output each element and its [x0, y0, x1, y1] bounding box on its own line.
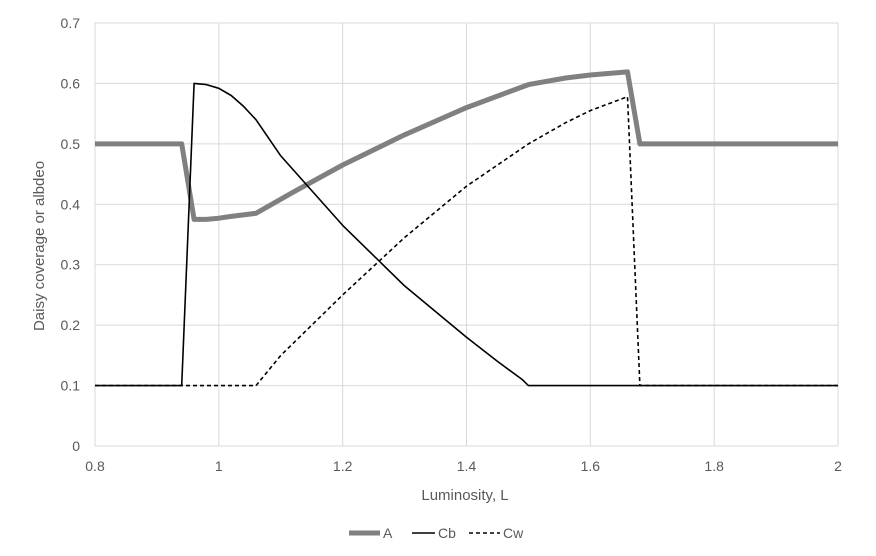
x-tick-label: 1 [215, 458, 223, 474]
y-tick-label: 0.1 [61, 378, 81, 394]
tick-labels: 0 0.1 0.2 0.3 0.4 0.5 0.6 0.7 0.8 1 1.2 1.4 1.6 1.8 2 [61, 15, 843, 474]
y-tick-label: 0.5 [61, 136, 81, 152]
y-tick-label: 0.4 [61, 196, 81, 212]
x-tick-label: 0.8 [85, 458, 105, 474]
x-tick-label: 1.2 [333, 458, 353, 474]
x-tick-label: 1.4 [457, 458, 477, 474]
x-tick-label: 1.6 [581, 458, 601, 474]
y-axis-title: Daisy coverage or albdeo [31, 161, 48, 331]
x-axis-title: Luminosity, L [421, 487, 508, 504]
y-tick-label: 0.2 [61, 317, 81, 333]
y-tick-label: 0 [72, 438, 80, 454]
y-tick-label: 0.3 [61, 257, 81, 273]
series-lines [95, 69, 838, 387]
y-tick-label: 0.7 [61, 15, 81, 31]
series-a-line [95, 69, 838, 222]
legend: A Cb Cw [349, 525, 524, 541]
y-tick-label: 0.6 [61, 75, 81, 91]
legend-label-a: A [383, 525, 393, 541]
x-tick-label: 2 [834, 458, 842, 474]
legend-label-cb: Cb [438, 525, 456, 541]
gridlines [94, 22, 839, 447]
series-cb-line [95, 82, 838, 387]
legend-label-cw: Cw [503, 525, 524, 541]
x-tick-label: 1.8 [704, 458, 724, 474]
